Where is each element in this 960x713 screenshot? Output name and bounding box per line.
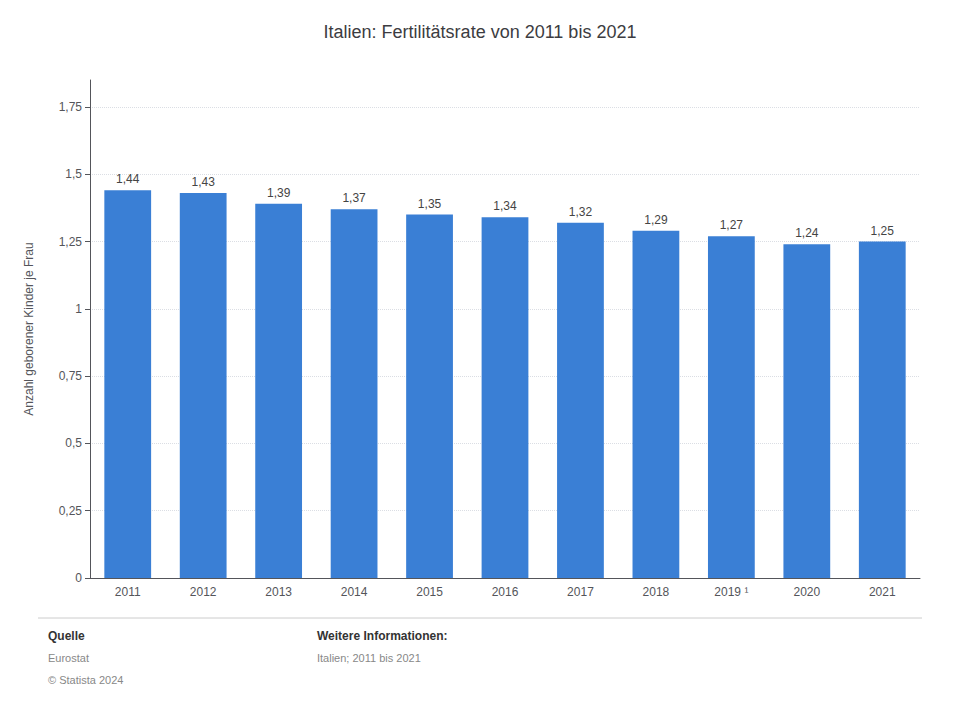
svg-text:2013: 2013 xyxy=(265,585,292,599)
svg-text:1,37: 1,37 xyxy=(342,191,366,205)
svg-text:Quelle: Quelle xyxy=(48,629,85,643)
svg-text:Anzahl geborener Kinder je Fra: Anzahl geborener Kinder je Frau xyxy=(22,242,36,415)
svg-text:1,32: 1,32 xyxy=(569,205,593,219)
svg-text:1,27: 1,27 xyxy=(720,218,744,232)
svg-text:1,5: 1,5 xyxy=(65,167,82,181)
svg-text:1,25: 1,25 xyxy=(871,224,895,238)
svg-text:2016: 2016 xyxy=(492,585,519,599)
svg-text:1,43: 1,43 xyxy=(192,175,216,189)
svg-text:Italien: Fertilitätsrate von 2: Italien: Fertilitätsrate von 2011 bis 20… xyxy=(324,22,637,42)
svg-text:© Statista 2024: © Statista 2024 xyxy=(48,674,123,686)
svg-text:1,35: 1,35 xyxy=(418,197,442,211)
svg-text:Weitere Informationen:: Weitere Informationen: xyxy=(317,629,447,643)
svg-text:1,34: 1,34 xyxy=(493,199,517,213)
svg-text:Italien; 2011 bis 2021: Italien; 2011 bis 2021 xyxy=(317,652,421,664)
svg-text:2019 ¹: 2019 ¹ xyxy=(714,585,748,599)
svg-text:Eurostat: Eurostat xyxy=(48,652,89,664)
svg-text:2012: 2012 xyxy=(190,585,217,599)
svg-text:1: 1 xyxy=(75,302,82,316)
svg-text:2021: 2021 xyxy=(869,585,896,599)
svg-text:0,75: 0,75 xyxy=(59,369,83,383)
svg-text:2018: 2018 xyxy=(643,585,670,599)
svg-text:1,24: 1,24 xyxy=(795,226,819,240)
svg-text:1,44: 1,44 xyxy=(116,172,140,186)
svg-text:1,39: 1,39 xyxy=(267,186,291,200)
svg-text:2011: 2011 xyxy=(115,585,141,599)
svg-text:2014: 2014 xyxy=(341,585,368,599)
svg-text:0,5: 0,5 xyxy=(65,436,82,450)
svg-text:1,29: 1,29 xyxy=(644,213,668,227)
svg-text:1,25: 1,25 xyxy=(59,235,83,249)
svg-text:0: 0 xyxy=(75,571,82,585)
svg-text:2020: 2020 xyxy=(793,585,820,599)
svg-text:2017: 2017 xyxy=(567,585,594,599)
svg-text:2015: 2015 xyxy=(416,585,443,599)
svg-text:0,25: 0,25 xyxy=(59,504,83,518)
svg-text:1,75: 1,75 xyxy=(59,100,83,114)
